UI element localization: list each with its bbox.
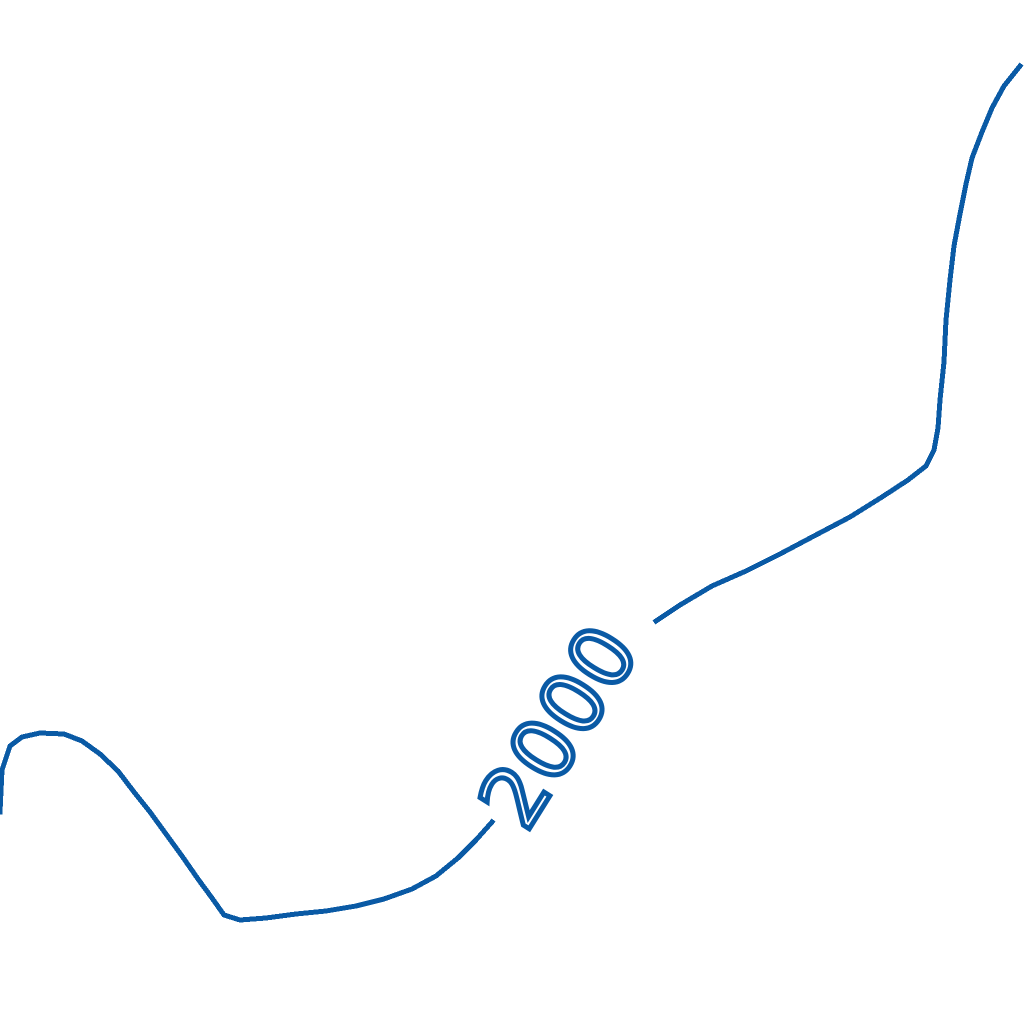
contour-line-left-segment bbox=[0, 730, 496, 923]
contour-elevation-label: 2000 bbox=[460, 608, 659, 845]
contour-line-right-segment bbox=[652, 62, 1024, 625]
contour-label-group: 2000 bbox=[457, 605, 661, 847]
